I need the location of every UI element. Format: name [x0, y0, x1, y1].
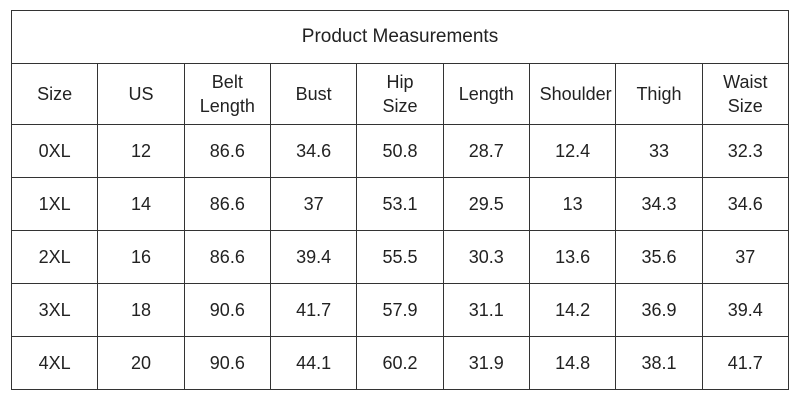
data-row: 1XL 14 86.6 37 53.1 29.5 13 34.3 34.6	[10, 177, 790, 231]
data-cell: 16	[97, 230, 185, 284]
header-cell: Hip Size	[356, 63, 444, 125]
header-cell: Length	[442, 63, 530, 125]
header-text: Hip Size	[382, 72, 418, 116]
data-cell: 86.6	[183, 230, 271, 284]
data-cell: 34.3	[615, 177, 703, 231]
header-text: Bust	[295, 84, 332, 104]
data-cell: 12	[97, 124, 185, 178]
data-cell: 2XL	[10, 230, 99, 284]
data-cell: 13.6	[528, 230, 617, 284]
data-cell: 31.1	[442, 283, 530, 337]
data-cell: 3XL	[10, 283, 99, 337]
data-cell: 32.3	[701, 124, 790, 178]
data-cell: 13	[528, 177, 617, 231]
data-cell: 86.6	[183, 177, 271, 231]
header-text: Size	[37, 84, 73, 104]
data-cell: 4XL	[10, 336, 99, 390]
data-cell: 86.6	[183, 124, 271, 178]
data-cell: 14	[97, 177, 185, 231]
data-row: 4XL 20 90.6 44.1 60.2 31.9 14.8 38.1 41.7	[10, 336, 790, 390]
header-cell: Waist Size	[701, 63, 790, 125]
data-cell: 50.8	[356, 124, 444, 178]
header-cell: Belt Length	[183, 63, 271, 125]
data-cell: 37	[701, 230, 790, 284]
data-row: 3XL 18 90.6 41.7 57.9 31.1 14.2 36.9 39.4	[10, 283, 790, 337]
data-cell: 37	[269, 177, 358, 231]
header-text: Shoulder	[539, 84, 612, 104]
data-cell: 34.6	[269, 124, 358, 178]
data-row: 0XL 12 86.6 34.6 50.8 28.7 12.4 33 32.3	[10, 124, 790, 178]
header-text: Belt Length	[199, 72, 255, 116]
data-cell: 18	[97, 283, 185, 337]
header-text: Length	[458, 84, 514, 104]
table-body: Product Measurements Size US Belt Length Bu…	[10, 10, 790, 390]
data-cell: 90.6	[183, 336, 271, 390]
data-cell: 20	[97, 336, 185, 390]
data-cell: 39.4	[269, 230, 358, 284]
data-cell: 1XL	[10, 177, 99, 231]
title-row: Product Measurements	[11, 10, 789, 64]
header-cell: Size	[10, 63, 99, 125]
data-cell: 41.7	[269, 283, 358, 337]
data-cell: 36.9	[615, 283, 703, 337]
data-row: 2XL 16 86.6 39.4 55.5 30.3 13.6 35.6 37	[10, 230, 790, 284]
data-cell: 0XL	[10, 124, 99, 178]
header-text: Thigh	[636, 84, 682, 104]
header-cell: Shoulder	[528, 63, 617, 125]
measurement-table: Product Measurements Size US Belt Length Bu…	[10, 10, 790, 390]
header-row: Size US Belt Length Bust Hip Size Length Shoul…	[10, 63, 790, 125]
header-text: US	[128, 84, 154, 104]
data-cell: 90.6	[183, 283, 271, 337]
data-cell: 14.8	[528, 336, 617, 390]
table-title: Product Measurements	[11, 10, 789, 64]
data-cell: 39.4	[701, 283, 790, 337]
data-cell: 38.1	[615, 336, 703, 390]
data-cell: 33	[615, 124, 703, 178]
data-cell: 44.1	[269, 336, 358, 390]
data-cell: 60.2	[356, 336, 444, 390]
header-cell: Thigh	[615, 63, 703, 125]
data-cell: 55.5	[356, 230, 444, 284]
data-cell: 28.7	[442, 124, 530, 178]
data-cell: 35.6	[615, 230, 703, 284]
data-cell: 14.2	[528, 283, 617, 337]
header-cell: US	[97, 63, 185, 125]
data-cell: 53.1	[356, 177, 444, 231]
data-cell: 31.9	[442, 336, 530, 390]
header-cell: Bust	[269, 63, 358, 125]
data-cell: 29.5	[442, 177, 530, 231]
data-cell: 12.4	[528, 124, 617, 178]
data-cell: 41.7	[701, 336, 790, 390]
header-text: Waist Size	[723, 72, 768, 116]
data-cell: 34.6	[701, 177, 790, 231]
data-cell: 30.3	[442, 230, 530, 284]
data-cell: 57.9	[356, 283, 444, 337]
